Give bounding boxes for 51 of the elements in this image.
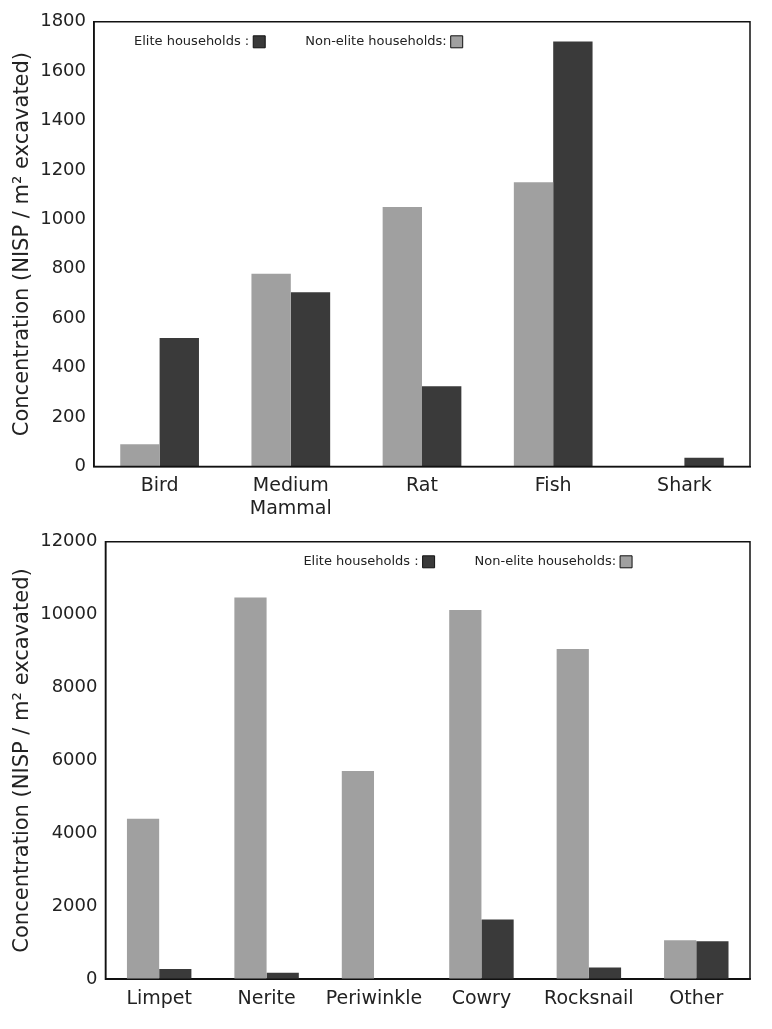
bar bbox=[481, 919, 514, 980]
legend-label: Non-elite households: bbox=[305, 33, 447, 49]
bar bbox=[126, 818, 160, 980]
bar bbox=[513, 182, 554, 467]
bar bbox=[664, 940, 697, 980]
y-tick-label: 0 bbox=[86, 966, 98, 988]
legend-label: Non-elite households: bbox=[474, 553, 617, 569]
y-tick-label: 6000 bbox=[51, 748, 98, 770]
x-tick-label: Rat bbox=[406, 472, 438, 495]
x-tick-label: Limpet bbox=[126, 985, 192, 1008]
y-tick-label: 400 bbox=[51, 355, 87, 377]
y-tick-label: 10000 bbox=[40, 602, 98, 624]
bar bbox=[422, 386, 462, 467]
y-tick-label: 1400 bbox=[40, 108, 87, 130]
x-tick-label: Medium Mammal bbox=[249, 472, 332, 518]
y-tick-label: 1600 bbox=[40, 58, 87, 80]
bar bbox=[290, 292, 331, 467]
y-tick-label: 1200 bbox=[40, 157, 87, 179]
bar bbox=[251, 273, 291, 467]
x-tick-label: Periwinkle bbox=[325, 985, 423, 1008]
x-tick-label: Other bbox=[669, 985, 724, 1008]
x-tick-label: Fish bbox=[534, 472, 572, 495]
bar bbox=[553, 41, 593, 467]
x-tick-label: Rocksnail bbox=[544, 985, 634, 1008]
y-tick-label: 0 bbox=[74, 454, 87, 476]
bar bbox=[382, 207, 422, 467]
bar bbox=[556, 648, 589, 980]
bar bbox=[696, 941, 729, 980]
bar bbox=[159, 337, 199, 467]
bar bbox=[120, 444, 160, 467]
bar bbox=[341, 771, 375, 980]
bar bbox=[234, 597, 267, 980]
bar bbox=[684, 457, 724, 467]
y-tick-label: 200 bbox=[51, 404, 87, 426]
y-tick-label: 12000 bbox=[40, 529, 98, 551]
y-tick-label: 4000 bbox=[51, 821, 98, 843]
x-tick-label: Nerite bbox=[237, 985, 296, 1008]
bar bbox=[449, 609, 482, 980]
y-tick-label: 8000 bbox=[51, 675, 98, 697]
x-tick-label: Shark bbox=[657, 472, 712, 495]
y-tick-label: 1800 bbox=[40, 9, 87, 31]
y-tick-label: 600 bbox=[51, 305, 87, 327]
y-tick-label: 1000 bbox=[40, 207, 87, 229]
legend-label: Elite households : bbox=[134, 33, 250, 49]
x-tick-label: Cowry bbox=[451, 985, 512, 1008]
x-tick-label: Bird bbox=[140, 472, 179, 495]
y-axis-title: Concentration (NISP / m² excavated) bbox=[9, 568, 34, 953]
y-tick-label: 800 bbox=[51, 256, 87, 278]
y-axis-title: Concentration (NISP / m² excavated) bbox=[9, 51, 34, 437]
legend-label: Elite households : bbox=[303, 553, 419, 569]
y-tick-label: 2000 bbox=[51, 893, 98, 915]
